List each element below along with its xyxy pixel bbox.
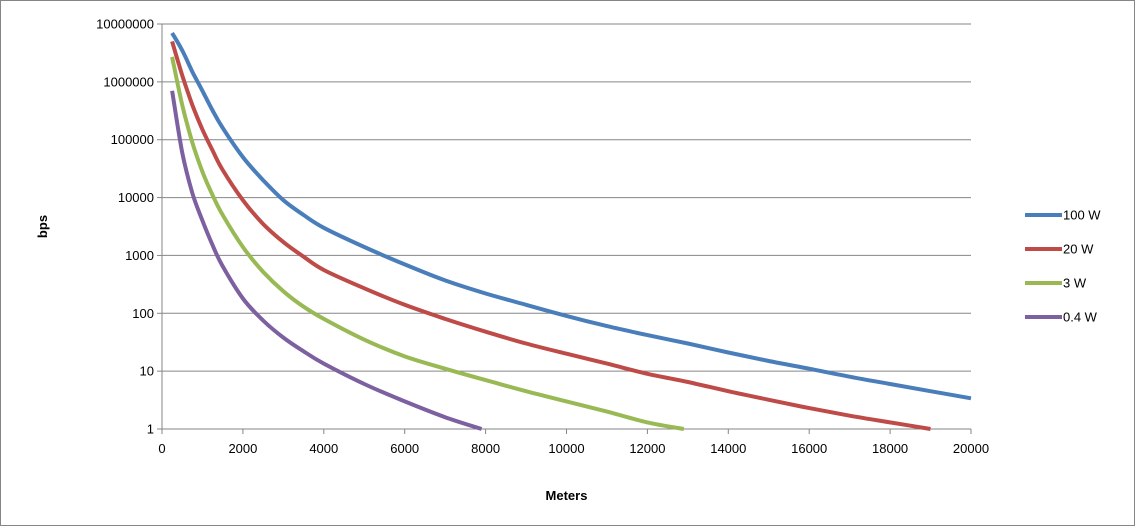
x-axis-title: Meters: [546, 488, 588, 503]
y-axis-ticks: 1 10 100 1000 10000 100000 1000000 10000000: [96, 17, 162, 437]
x-tick-label: 16000: [791, 441, 827, 456]
series-line-1: [170, 31, 972, 401]
x-tick-label: 0: [158, 441, 165, 456]
legend-label: 100 W: [1063, 208, 1101, 223]
y-tick-label: 100000: [111, 132, 154, 147]
x-tick-label: 8000: [471, 441, 500, 456]
y-tick-label: 1000000: [103, 74, 154, 89]
x-tick-label: 10000: [548, 441, 584, 456]
x-tick-label: 18000: [872, 441, 908, 456]
x-tick-label: 14000: [710, 441, 746, 456]
gridlines: [162, 23, 971, 372]
y-tick-label: 10000: [118, 190, 154, 205]
legend-label: 20 W: [1063, 242, 1094, 257]
x-axis-ticks: 0 2000 4000 6000 8000 10000 12000 14000 16000 180…: [158, 429, 989, 456]
x-tick-label: 6000: [390, 441, 419, 456]
axes: [161, 24, 971, 430]
y-axis-title: bps: [35, 215, 50, 238]
legend-label: 0.4 W: [1063, 310, 1098, 325]
y-tick-label: 100: [132, 306, 154, 321]
x-tick-label: 2000: [228, 441, 257, 456]
series-line-3: [170, 56, 685, 431]
series-lines: [170, 31, 972, 431]
legend-label: 3 W: [1063, 276, 1087, 291]
y-tick-label: 10: [140, 364, 154, 379]
series-line-2: [170, 40, 931, 431]
y-tick-label: 1000: [125, 248, 154, 263]
x-tick-label: 12000: [629, 441, 665, 456]
x-tick-label: 20000: [953, 441, 989, 456]
y-tick-label: 1: [147, 422, 154, 437]
legend: 100 W 20 W 3 W 0.4 W: [1025, 208, 1101, 325]
x-tick-label: 4000: [309, 441, 338, 456]
y-tick-label: 10000000: [96, 17, 154, 32]
series-line-4: [170, 90, 483, 431]
